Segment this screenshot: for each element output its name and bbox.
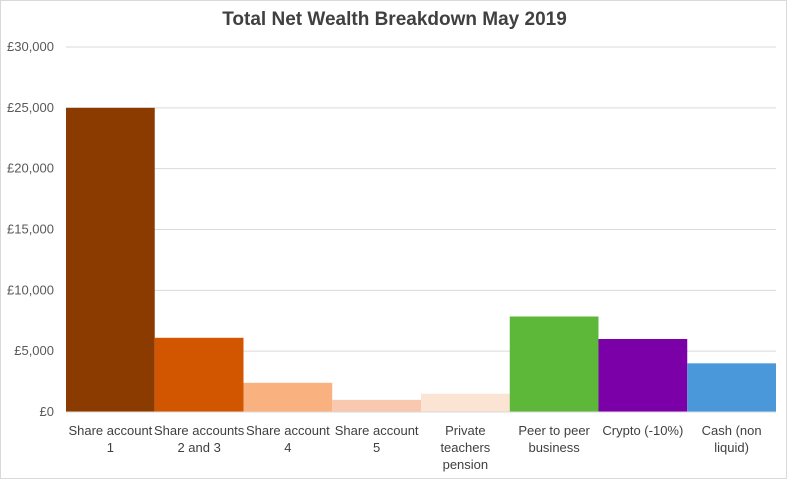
- x-tick-label: Share accounts 2 and 3: [154, 423, 245, 455]
- x-tick-label: Private teachers pension: [440, 423, 490, 472]
- y-tick-label: £30,000: [7, 39, 54, 54]
- bar: [243, 382, 333, 412]
- x-tick-label: Share account 4: [246, 423, 330, 455]
- bar: [687, 363, 776, 412]
- y-tick-label: £5,000: [14, 343, 54, 358]
- bar: [154, 337, 244, 412]
- y-tick-label: £0: [40, 404, 54, 419]
- bar: [332, 399, 421, 412]
- y-tick-label: £20,000: [7, 161, 54, 176]
- x-tick-label: Share account 1: [68, 423, 152, 455]
- x-tick-label: Cash (non liquid): [702, 423, 762, 455]
- bar: [66, 107, 155, 412]
- y-tick-label: £10,000: [7, 282, 54, 297]
- bar: [421, 393, 510, 412]
- x-tick-label: Share account 5: [335, 423, 419, 455]
- chart-title: Total Net Wealth Breakdown May 2019: [222, 9, 567, 30]
- x-tick-label: Crypto (-10%): [602, 423, 683, 438]
- y-tick-label: £15,000: [7, 222, 54, 237]
- x-tick-label: Peer to peer business: [518, 423, 590, 455]
- y-tick-label: £25,000: [7, 100, 54, 115]
- bar: [598, 339, 688, 412]
- bar: [509, 316, 599, 412]
